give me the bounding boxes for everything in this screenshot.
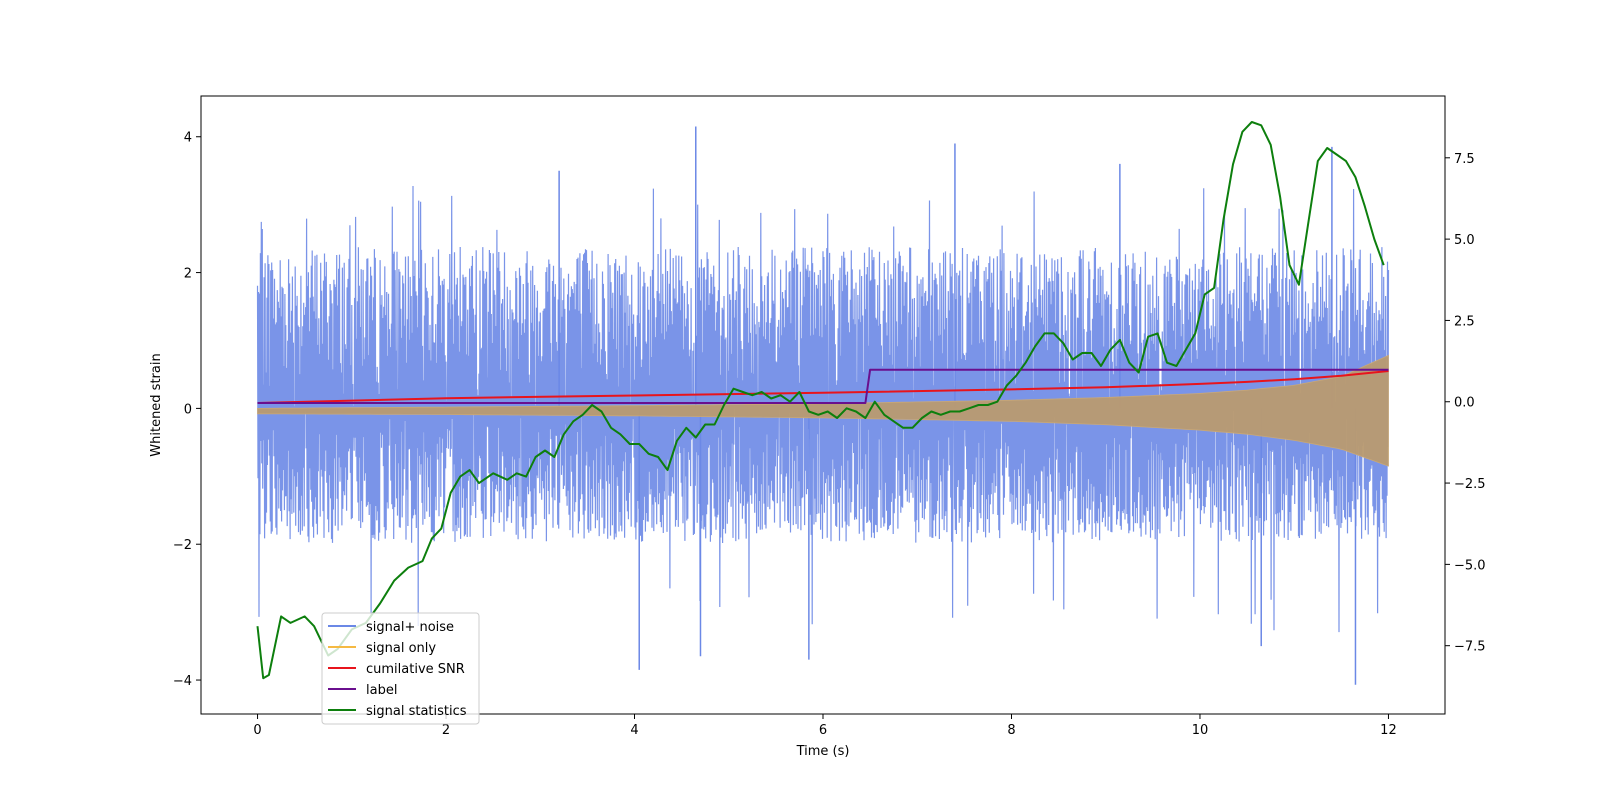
series-label [257,368,1389,404]
y-tick-label: −4 [173,674,192,689]
x-tick-label: 0 [253,723,261,738]
x-tick-label: 6 [819,723,827,738]
y-right-tick-label: −7.5 [1454,640,1486,655]
y-right-tick-label: −5.0 [1454,558,1486,573]
series-signal-only [257,354,1389,467]
x-tick-label: 2 [442,723,450,738]
series-layer [256,121,1390,685]
legend-label: cumilative SNR [366,662,465,677]
legend-label: signal+ noise [366,620,454,635]
x-tick-label: 4 [630,723,638,738]
legend-label: signal only [366,641,436,656]
legend: signal+ noise signal only cumilative SNR la… [321,612,480,725]
series-signal-noise [256,185,1390,633]
legend-label: signal statistics [366,704,467,719]
series-signal-statistics [256,121,1385,680]
x-axis-label: Time (s) [796,744,850,759]
x-tick-label: 10 [1192,723,1209,738]
y-tick-label: −2 [173,538,192,553]
y-tick-label: 4 [184,131,192,146]
series-cumulative-snr [257,370,1389,404]
axes-layer: 0 2 4 6 8 10 12 −4 −2 0 2 4 −7.5 −5.0 −2.5 0.0 2.5 5.0 7.5 [173,131,1486,738]
y-right-tick-label: 5.0 [1454,233,1475,248]
y-tick-label: 2 [184,267,192,282]
y-right-tick-label: 2.5 [1454,314,1475,329]
y-right-tick-label: 7.5 [1454,152,1475,167]
legend-label: label [366,683,397,698]
y-tick-label: 0 [184,402,192,417]
x-tick-label: 8 [1007,723,1015,738]
y-right-tick-label: 0.0 [1454,396,1475,411]
legend-frame [321,612,480,725]
y-axis-label: Whitened strain [149,353,164,456]
x-tick-label: 12 [1380,723,1397,738]
y-right-tick-label: −2.5 [1454,477,1486,492]
